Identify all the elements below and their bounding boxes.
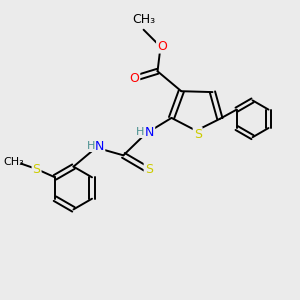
Text: O: O xyxy=(157,40,167,52)
Text: H: H xyxy=(86,141,95,152)
Text: H: H xyxy=(136,128,145,137)
Text: S: S xyxy=(33,163,41,176)
Text: S: S xyxy=(194,128,202,141)
Text: CH₃: CH₃ xyxy=(3,157,24,167)
Text: N: N xyxy=(95,140,104,153)
Text: S: S xyxy=(145,163,153,176)
Text: N: N xyxy=(145,126,154,139)
Text: O: O xyxy=(129,72,139,85)
Text: CH₃: CH₃ xyxy=(132,13,155,26)
